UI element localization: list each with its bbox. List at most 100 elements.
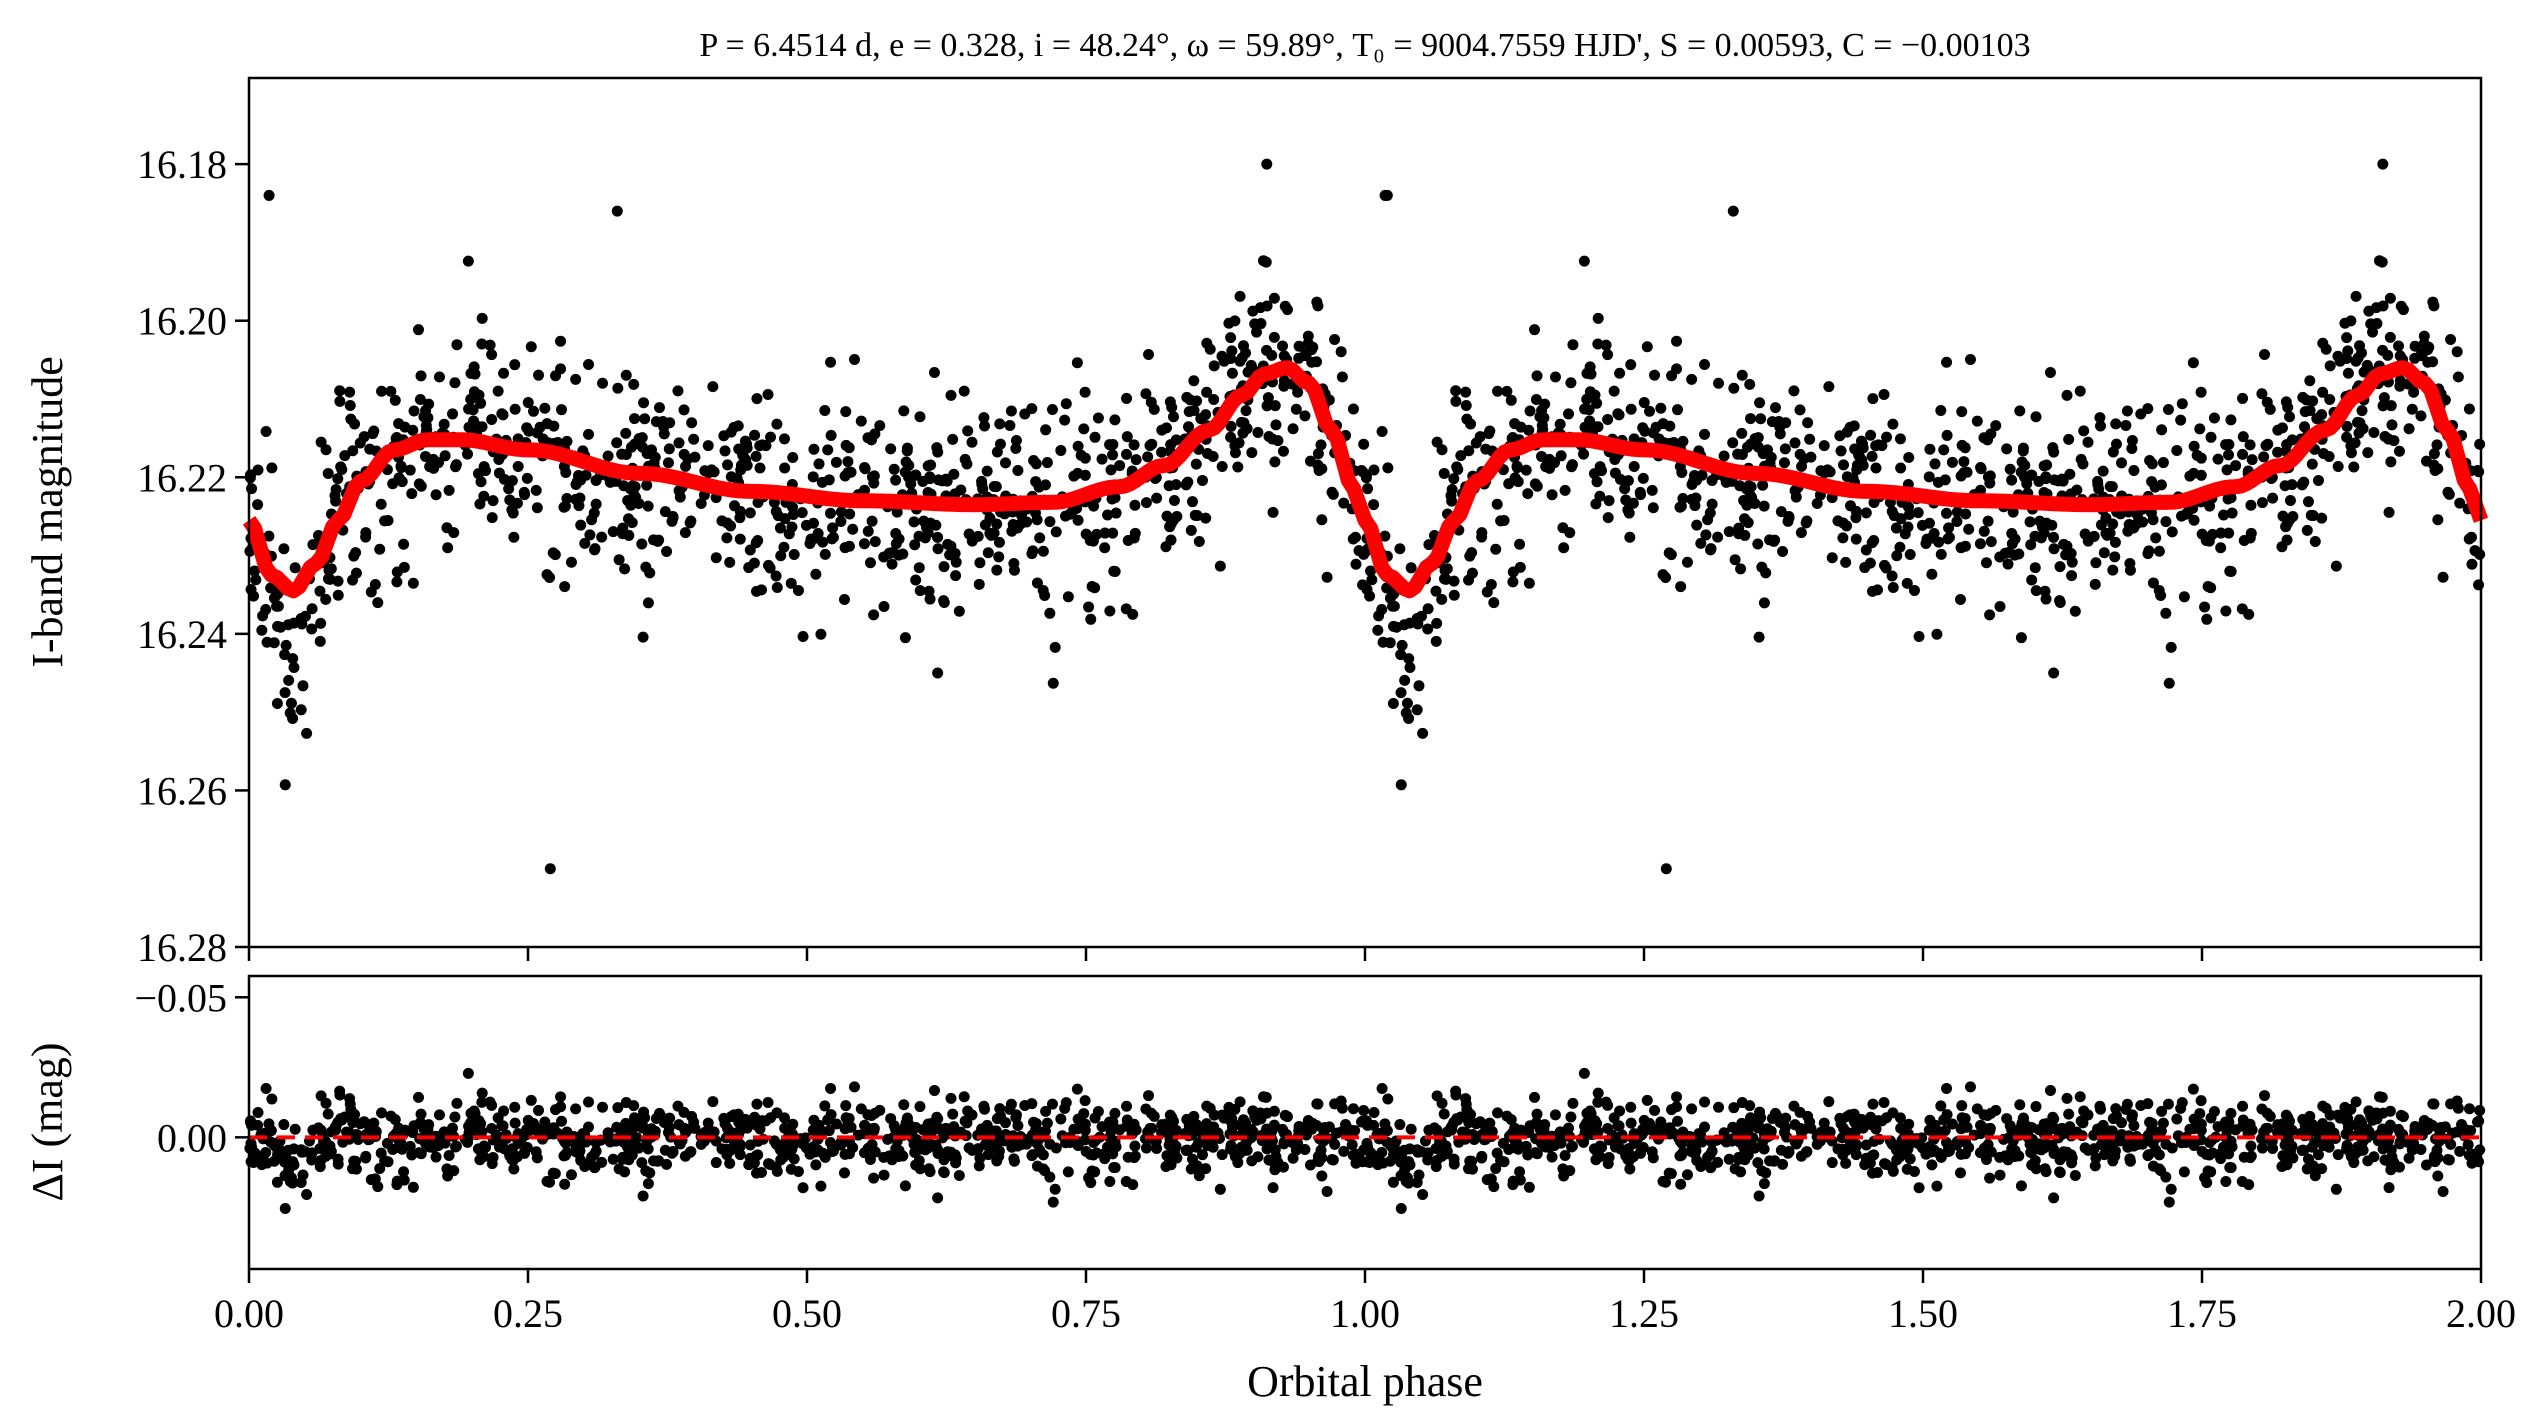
data-point [1277,340,1289,352]
residual-point [2175,1102,2187,1114]
data-point [492,385,504,397]
data-point [1567,339,1579,351]
data-point [347,445,359,457]
residual-point [1358,1105,1370,1117]
residual-point [2279,1139,2291,1151]
data-point [2408,386,2420,398]
data-point [1639,425,1651,437]
data-point [858,538,870,550]
data-point [1304,455,1316,467]
data-point [827,522,839,534]
data-point [719,445,731,457]
data-point [1216,350,1228,362]
x-tick-label: 0.00 [214,1291,284,1336]
residual-point [1647,1152,1659,1164]
data-point [1200,512,1212,524]
residual-point [506,1153,518,1165]
residual-point [307,1124,319,1136]
residual-point [1055,1113,1067,1125]
data-point [973,578,985,590]
data-point [246,483,258,495]
data-point [1503,478,1515,490]
residual-point [2415,1143,2427,1155]
residual-point [1565,1111,1577,1123]
residual-point [1823,1096,1835,1108]
data-point [1689,500,1701,512]
residual-point [2256,1142,2268,1154]
data-point [1156,446,1168,458]
residual-point [2348,1157,2360,1169]
data-point [2403,423,2415,435]
data-point [508,531,520,543]
data-point [256,624,268,636]
data-point [1366,574,1378,586]
data-point [2316,409,2328,421]
residual-point [1216,1149,1228,1161]
data-point [993,551,1005,563]
data-point [909,539,921,551]
data-point [962,425,974,437]
data-point [1201,386,1213,398]
residual-point [322,1108,334,1120]
data-point [2006,538,2018,550]
data-point [981,465,993,477]
data-point [1463,445,1475,457]
residual-point [2163,1196,2175,1208]
residual-point [1246,1155,1258,1167]
residual-point [771,1165,783,1177]
data-point [2030,411,2042,423]
data-point [1379,530,1391,542]
data-point [1779,443,1791,455]
residual-point [1756,1165,1768,1177]
residual-point [640,1165,652,1177]
residual-point [1985,1146,1997,1158]
data-point [688,433,700,445]
residual-point [379,1155,391,1167]
residual-point [1466,1163,1478,1175]
residual-point [1592,1096,1604,1108]
data-point [642,597,654,609]
data-point [2428,300,2440,312]
residual-point [1183,1120,1195,1132]
data-point [2107,446,2119,458]
residual-point [583,1096,595,1108]
data-point [575,519,587,531]
residual-point [2281,1125,2293,1137]
residual-point [1880,1159,1892,1171]
data-point [1208,394,1220,406]
data-point [1161,510,1173,522]
data-point [1971,415,1983,427]
residual-point [1871,1167,1883,1179]
residual-point [1423,1124,1435,1136]
residual-point [462,1136,474,1148]
data-point [570,478,582,490]
residual-point [1109,1107,1121,1119]
data-point [2047,442,2059,454]
data-point [2061,389,2073,401]
residual-point [1193,1170,1205,1182]
data-point [1466,567,1478,579]
data-point [2120,419,2132,431]
x-tick-label: 1.50 [1888,1291,1958,1336]
data-point [1216,460,1228,472]
residual-point [838,1167,850,1179]
data-point [2223,439,2235,451]
data-point [1269,456,1281,468]
data-point [2004,463,2016,475]
residual-point [901,1112,913,1124]
data-point [2350,290,2362,302]
y-tick-label: 16.24 [137,612,227,657]
residual-point [2309,1170,2321,1182]
data-point [1278,350,1290,362]
data-point [628,489,640,501]
residual-point [2431,1144,2443,1156]
data-point [1529,478,1541,490]
data-point [1007,518,1019,530]
data-point [2003,546,2015,558]
data-point [961,458,973,470]
residual-point [1062,1166,1074,1178]
residual-point [1850,1149,1862,1161]
data-point [862,525,874,537]
data-point [533,369,545,381]
residual-point [2223,1116,2235,1128]
